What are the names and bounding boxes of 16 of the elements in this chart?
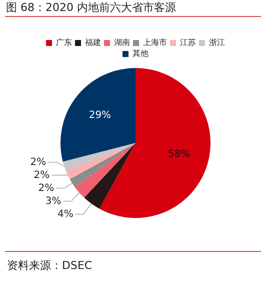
legend-label: 福建 <box>85 38 101 48</box>
legend-label: 湖南 <box>114 38 130 48</box>
legend-label: 上海市 <box>143 38 167 48</box>
data-label: 58% <box>168 148 190 160</box>
legend-label: 江苏 <box>180 38 196 48</box>
data-label: 4% <box>58 208 74 220</box>
data-label: 2% <box>38 182 54 194</box>
data-label: 3% <box>45 196 62 207</box>
chart-title: 图 68：2020 内地前六大省市客源 <box>6 0 176 15</box>
legend-label: 其他 <box>132 49 148 58</box>
data-label: 29% <box>88 110 112 122</box>
text: 资料来源：DSEC <box>7 258 92 273</box>
data-label: 2% <box>30 156 46 168</box>
data-label: 2% <box>34 170 50 181</box>
legend-label: 浙江 <box>209 38 225 48</box>
legend-label: 广东 <box>56 38 72 48</box>
